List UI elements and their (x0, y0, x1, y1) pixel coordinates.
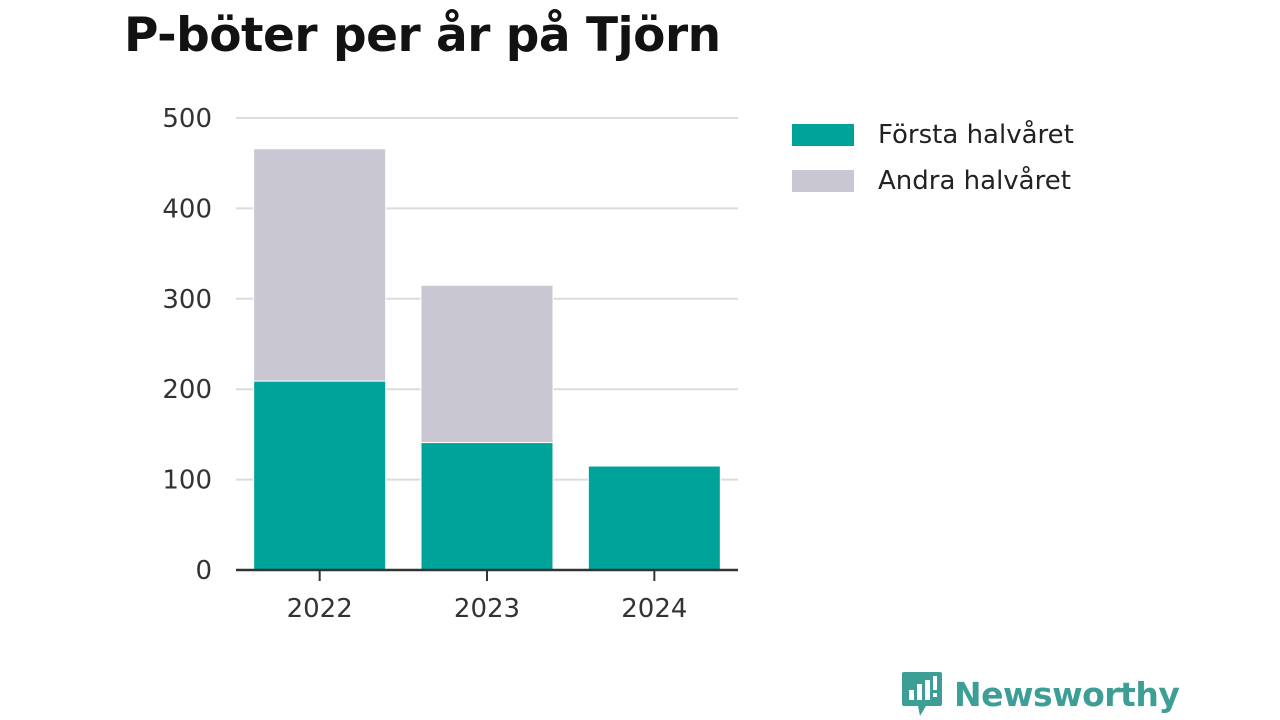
y-tick-label: 300 (162, 285, 212, 315)
bar-2022-andra (253, 148, 387, 382)
bar-2023-andra (420, 284, 554, 444)
y-tick-label: 200 (162, 375, 212, 405)
bar-2022-forsta (253, 380, 387, 571)
x-tick-label: 2022 (287, 594, 353, 624)
legend-swatch (792, 170, 854, 192)
bar-2024-forsta (587, 465, 721, 571)
brand-name: Newsworthy (954, 674, 1180, 714)
bar-2023-forsta (420, 442, 554, 571)
legend-label: Andra halvåret (878, 166, 1071, 196)
legend: Första halvåret Andra halvåret (792, 112, 1074, 204)
newsworthy-logo-icon (902, 672, 942, 716)
legend-label: Första halvåret (878, 120, 1074, 150)
chart-title: P-böter per år på Tjörn (124, 8, 721, 63)
legend-swatch (792, 124, 854, 146)
x-tick-label: 2023 (454, 594, 520, 624)
legend-item: Andra halvåret (792, 158, 1074, 204)
axes: 0 100 200 300 400 500 2022 2023 2024 (162, 104, 738, 624)
y-tick-label: 100 (162, 466, 212, 496)
legend-item: Första halvåret (792, 112, 1074, 158)
brand-logo: Newsworthy (900, 670, 1180, 718)
x-tick-label: 2024 (621, 594, 687, 624)
y-tick-label: 400 (162, 194, 212, 224)
bars (253, 148, 721, 571)
y-tick-label: 0 (195, 556, 212, 586)
y-tick-label: 500 (162, 104, 212, 134)
